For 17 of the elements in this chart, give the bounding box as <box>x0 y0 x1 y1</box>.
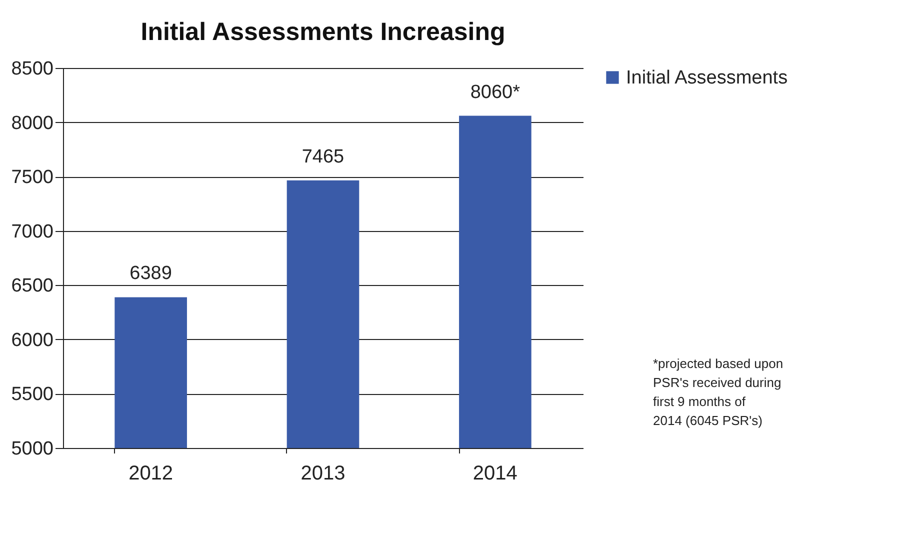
y-tick-label: 7500 <box>11 167 54 188</box>
data-label: 6389 <box>130 263 172 284</box>
x-tick-label: 2012 <box>128 462 174 484</box>
x-tick-label: 2014 <box>472 462 518 484</box>
text: *projected based upon PSR's received during first 9 months of 2014 (6045 PSR's) <box>653 356 784 428</box>
y-tick-label: 7000 <box>11 221 54 242</box>
y-tick-label: 5000 <box>11 438 54 460</box>
legend-label: Initial Assessments <box>626 68 788 88</box>
y-tick-label: 6000 <box>11 330 54 351</box>
y-tick-label: 5500 <box>11 384 54 406</box>
chart-title: Initial Assessments Increasing <box>140 18 506 46</box>
x-tick-label: 2013 <box>300 462 346 484</box>
data-label: 7465 <box>302 146 344 168</box>
y-tick-label: 6500 <box>11 276 54 297</box>
y-tick-label: 8500 <box>11 58 54 80</box>
data-label: 8060* <box>470 82 521 103</box>
y-tick-label: 8000 <box>11 112 54 134</box>
